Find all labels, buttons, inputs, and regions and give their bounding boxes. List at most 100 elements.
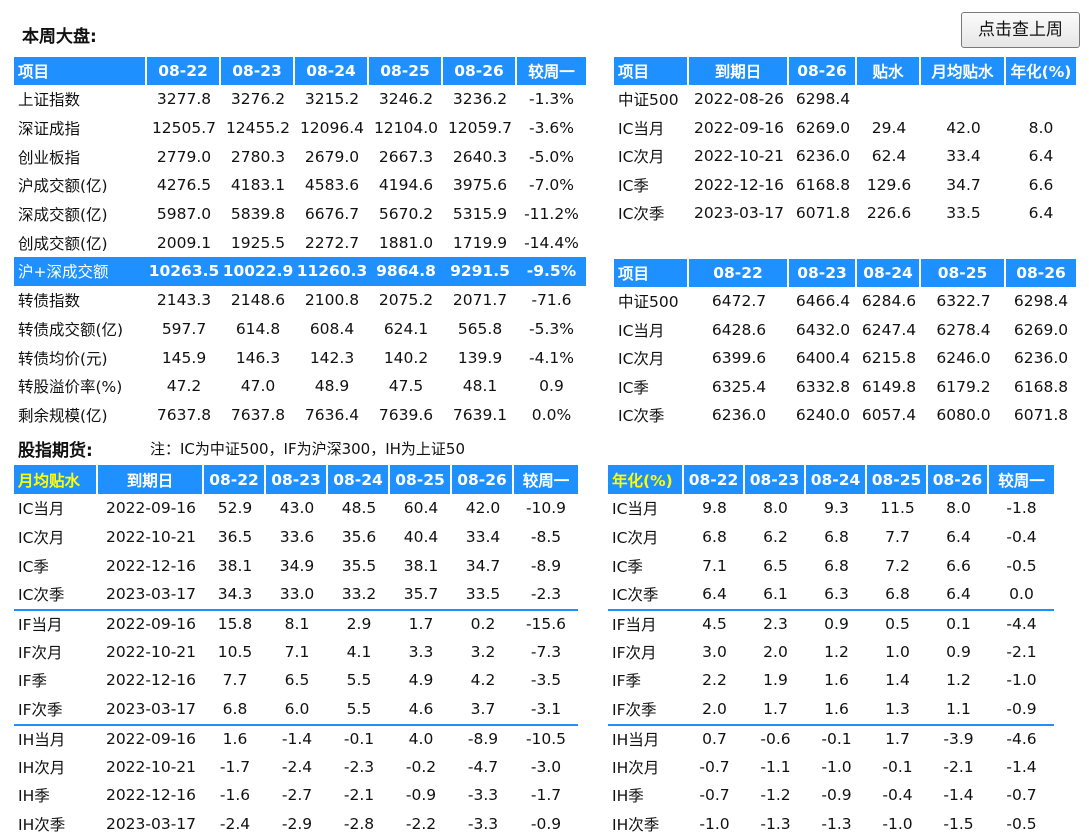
table-cell: 1.1	[946, 700, 971, 719]
row-label: IC次季	[18, 586, 65, 605]
table-cell: 2022-12-16	[693, 175, 785, 194]
table-row: 深成交额(亿) 5987.0 5839.8 6676.7 5670.2 5315.9 -11…	[14, 200, 586, 229]
row-label: 中证500	[618, 293, 679, 312]
table-row: 转债指数 2143.3 2148.6 2100.8 2075.2 2071.7 -71.6	[14, 286, 586, 315]
table-cell: 3276.2	[230, 90, 286, 109]
table-cell: -1.0	[699, 814, 730, 833]
table-cell: 608.4	[309, 319, 355, 338]
table-cell: 6332.8	[795, 377, 851, 396]
table-cell: 6.8	[885, 585, 910, 604]
table-cell: -0.1	[806, 723, 867, 753]
table-row: IF次月 2022-10-21 10.5 7.1 4.1 3.3 3.2 -7.3	[14, 637, 578, 666]
table-row: 转债均价(元) 145.9 146.3 142.3 140.2 139.9 -4.1%	[14, 343, 586, 372]
table-cell: -8.5	[530, 528, 562, 547]
table-cell: 6.4	[946, 528, 971, 547]
table-cell: 2022-10-21	[105, 757, 197, 776]
table-cell: 6298.4	[795, 90, 851, 109]
table-cell: 7.7	[222, 671, 248, 690]
table-cell: 6080.0	[936, 406, 991, 425]
table-cell: -2.9	[281, 814, 313, 833]
table-cell: 0.5	[867, 608, 928, 638]
futures-section-title: 股指期货:	[18, 441, 93, 461]
table-row: IC当月 2022-09-16 6269.0 29.4 42.0 8.0	[614, 114, 1076, 143]
table-cell	[1006, 85, 1076, 114]
table-row: IH次季 -1.0 -1.3 -1.3 -1.0 -1.5 -0.5	[608, 810, 1054, 835]
table-cell: 33.4	[946, 147, 981, 166]
table-cell: -0.2	[405, 757, 437, 776]
table-cell: 6.4	[702, 585, 727, 604]
row-label: 沪成交额(亿)	[18, 177, 108, 196]
table-cell: 0.9	[946, 642, 971, 661]
table-cell: 6057.4	[861, 406, 917, 425]
monthly-header-cell: 08-22	[204, 465, 266, 494]
table-cell: 62.4	[871, 147, 907, 166]
table-cell: 6.8	[824, 556, 849, 575]
annual-header-cell: 08-26	[928, 465, 989, 494]
row-label: IH次季	[612, 815, 660, 834]
table-cell: -0.5	[1006, 814, 1037, 833]
table-cell: -4.7	[467, 757, 499, 776]
table-cell: -3.3	[467, 814, 499, 833]
market-table: 项目 08-22 08-23 08-24 08-25 08-26 较周一 上证指数 3277.…	[14, 57, 586, 429]
table-row: IC当月 2022-09-16 52.9 43.0 48.5 60.4 42.0 -10.9	[14, 494, 578, 523]
table-cell: -15.6	[514, 608, 578, 638]
table-cell: 1.2	[824, 642, 849, 661]
row-label: IH次季	[18, 815, 66, 834]
table-cell: 43.0	[279, 499, 315, 518]
market-header-cell: 较周一	[517, 57, 586, 85]
table-cell: 47.5	[388, 377, 424, 396]
table-cell: 565.8	[457, 319, 503, 338]
row-label: IF当月	[608, 608, 684, 638]
table-cell: 7.2	[885, 556, 910, 575]
view-last-week-button[interactable]: 点击查上周	[961, 12, 1080, 48]
table-cell: 1.3	[885, 700, 910, 719]
table-row: 中证500 6472.7 6466.4 6284.6 6322.7 6298.4	[614, 287, 1076, 316]
monthly-header-cell: 较周一	[514, 465, 578, 494]
table-cell: 6215.8	[861, 349, 917, 368]
table-cell: 2679.0	[304, 147, 360, 166]
table-cell: 12059.7	[447, 119, 513, 138]
basis-header-cell: 月均贴水	[921, 57, 1006, 85]
table-cell: 614.8	[235, 319, 281, 338]
table-cell: -1.0	[882, 814, 913, 833]
row-label: IF季	[18, 672, 47, 691]
table-cell: -3.0	[530, 757, 562, 776]
table-row: 沪成交额(亿) 4276.5 4183.1 4583.6 4194.6 3975.6 -7.…	[14, 171, 586, 200]
row-label: IF当月	[14, 608, 98, 638]
table-cell: 1719.9	[452, 233, 508, 252]
table-cell: -4.4	[989, 608, 1054, 638]
prices-header-cell: 08-25	[921, 259, 1006, 287]
table-cell: 9864.8	[369, 257, 443, 286]
table-row: IC当月 6428.6 6432.0 6247.4 6278.4 6269.0	[614, 316, 1076, 345]
table-cell: 3215.2	[304, 90, 360, 109]
market-header-cell: 08-26	[443, 57, 517, 85]
table-cell: -1.3%	[529, 90, 574, 109]
monthly-header-cell: 08-24	[328, 465, 390, 494]
table-cell: 2022-10-21	[693, 147, 785, 166]
table-cell: 3246.2	[378, 90, 434, 109]
table-cell: -2.4	[219, 814, 251, 833]
row-label: 创业板指	[18, 148, 81, 167]
table-cell: 129.6	[866, 175, 912, 194]
table-cell: 3.7	[470, 700, 496, 719]
annualized-table: 年化(%) 08-22 08-23 08-24 08-25 08-26 较周一 IC当月 9.…	[608, 465, 1054, 835]
table-cell: -0.7	[699, 757, 730, 776]
table-cell: -0.9	[530, 814, 562, 833]
table-row: IC次季 6.4 6.1 6.3 6.8 6.4 0.0	[608, 580, 1054, 609]
table-row: IF当月 2022-09-16 15.8 8.1 2.9 1.7 0.2 -15.6	[14, 608, 578, 638]
table-cell: 3236.2	[452, 90, 508, 109]
table-cell: 8.0	[763, 499, 788, 518]
table-cell: 2022-09-16	[98, 608, 204, 638]
table-cell: 6.8	[824, 528, 849, 547]
table-cell: -1.6	[219, 786, 251, 805]
table-cell: 33.5	[465, 585, 501, 604]
table-cell: 29.4	[871, 118, 907, 137]
row-label: IC次月	[612, 529, 659, 548]
table-cell: 1.7	[390, 608, 452, 638]
table-cell: 2022-09-16	[105, 499, 197, 518]
table-cell: 4183.1	[230, 176, 286, 195]
table-cell: 2022-12-16	[105, 671, 197, 690]
table-cell: 3.3	[408, 642, 434, 661]
table-row: IH季 -0.7 -1.2 -0.9 -0.4 -1.4 -0.7	[608, 781, 1054, 810]
table-cell: 15.8	[204, 608, 266, 638]
